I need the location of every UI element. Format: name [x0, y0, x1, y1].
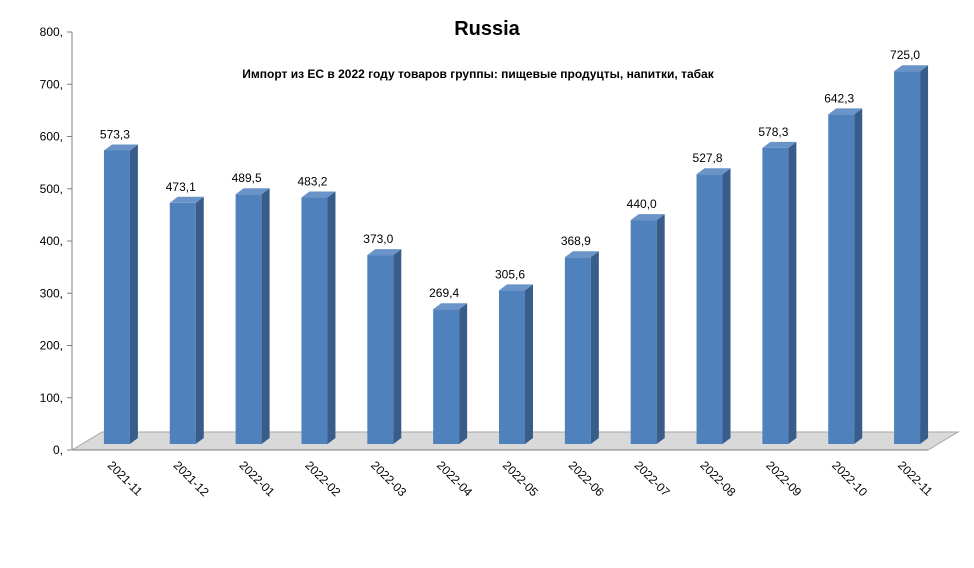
- bar-front: [433, 309, 460, 444]
- bar: [828, 108, 863, 444]
- x-tick-label: 2022-05: [500, 458, 541, 499]
- y-tick-label: 400,: [40, 234, 63, 248]
- bar-front: [894, 71, 921, 444]
- bar-top: [169, 196, 204, 203]
- bar-top: [103, 144, 138, 151]
- bar-top: [828, 108, 863, 115]
- bar: [762, 141, 797, 444]
- data-label: 473,1: [166, 180, 196, 194]
- data-label: 305,6: [495, 267, 525, 281]
- bar: [103, 144, 138, 444]
- bar-front: [169, 202, 196, 444]
- data-label: 527,8: [693, 151, 723, 165]
- bar-side: [722, 168, 731, 445]
- x-tick-label: 2022-08: [697, 458, 738, 499]
- x-tick-label: 2022-01: [236, 458, 277, 499]
- data-label: 489,5: [232, 171, 262, 185]
- data-label: 642,3: [824, 91, 854, 105]
- bar: [696, 168, 731, 445]
- bar-top: [367, 249, 402, 256]
- y-tick-label: 500,: [40, 182, 63, 196]
- bar: [301, 191, 336, 444]
- data-label: 373,0: [363, 232, 393, 246]
- data-labels: 573,3 473,1 489,5 483,2 373,0 269,4 305,6 368,9…: [100, 48, 921, 300]
- bar-side: [129, 144, 138, 444]
- bar-front: [367, 255, 394, 444]
- bar-front: [235, 194, 262, 444]
- y-tick-label: 0,: [53, 443, 63, 457]
- data-label: 578,3: [758, 125, 788, 139]
- bar-side: [590, 251, 599, 444]
- bar-top: [894, 65, 929, 72]
- bar-side: [525, 284, 533, 444]
- bar-top: [630, 214, 665, 221]
- bar-top: [762, 141, 797, 148]
- data-label: 269,4: [429, 286, 459, 300]
- bar-top: [499, 284, 533, 291]
- y-tick-label: 100,: [40, 391, 63, 405]
- data-label: 483,2: [297, 175, 327, 189]
- x-tick-label: 2022-04: [434, 458, 475, 499]
- bar-top: [564, 251, 599, 258]
- bar-front: [103, 150, 130, 444]
- bar: [564, 251, 599, 444]
- bar-side: [854, 108, 863, 444]
- y-tick-label: 800,: [40, 25, 63, 39]
- bar-side: [788, 141, 797, 444]
- bar: [630, 214, 665, 444]
- bar-top: [235, 188, 270, 195]
- bar-side: [920, 65, 929, 444]
- chart-title: Russia: [454, 18, 520, 40]
- bar: [499, 284, 533, 444]
- bar: [169, 196, 204, 444]
- bar-front: [696, 174, 723, 445]
- x-tick-label: 2022-02: [302, 458, 343, 499]
- bar: [433, 303, 468, 444]
- y-tick-label: 600,: [40, 130, 63, 144]
- x-tick-label: 2021-11: [105, 458, 146, 499]
- bar-front: [630, 220, 657, 444]
- data-label: 440,0: [627, 197, 657, 211]
- x-tick-label: 2022-07: [632, 458, 673, 499]
- chart-subtitle: Импорт из ЕС в 2022 году товаров группы:…: [242, 67, 714, 81]
- bar-side: [656, 214, 665, 444]
- bar-front: [499, 290, 525, 444]
- bar: [235, 188, 270, 444]
- data-label: 725,0: [890, 48, 920, 62]
- bar: [894, 65, 929, 444]
- bar-top: [696, 168, 731, 175]
- bar-front: [762, 147, 789, 444]
- category-labels: 2021-11 2021-12 2022-01 2022-02 2022-03 2022-…: [105, 458, 936, 499]
- data-label: 573,3: [100, 127, 130, 141]
- x-tick-label: 2022-03: [368, 458, 409, 499]
- bar-top: [433, 303, 468, 310]
- x-tick-label: 2022-06: [566, 458, 607, 499]
- bar-side: [393, 249, 402, 444]
- bar-top: [301, 191, 336, 198]
- bar-side: [327, 191, 336, 444]
- bar-front: [828, 114, 855, 444]
- bar-front: [564, 257, 591, 444]
- axes: 0, 100, 200, 300, 400, 500, 600, 700, 800,: [40, 25, 73, 457]
- y-tick-label: 200,: [40, 339, 63, 353]
- bar-side: [261, 188, 270, 444]
- y-tick-label: 700,: [40, 77, 63, 91]
- x-tick-label: 2021-12: [171, 458, 212, 499]
- x-tick-label: 2022-09: [763, 458, 804, 499]
- x-tick-label: 2022-11: [895, 458, 936, 499]
- y-tick-label: 300,: [40, 286, 63, 300]
- x-tick-label: 2022-10: [829, 458, 870, 499]
- bar: [367, 249, 402, 444]
- data-label: 368,9: [561, 234, 591, 248]
- bar-side: [195, 196, 204, 444]
- bar-front: [301, 197, 328, 444]
- bars: [103, 65, 929, 445]
- bar-side: [459, 303, 468, 444]
